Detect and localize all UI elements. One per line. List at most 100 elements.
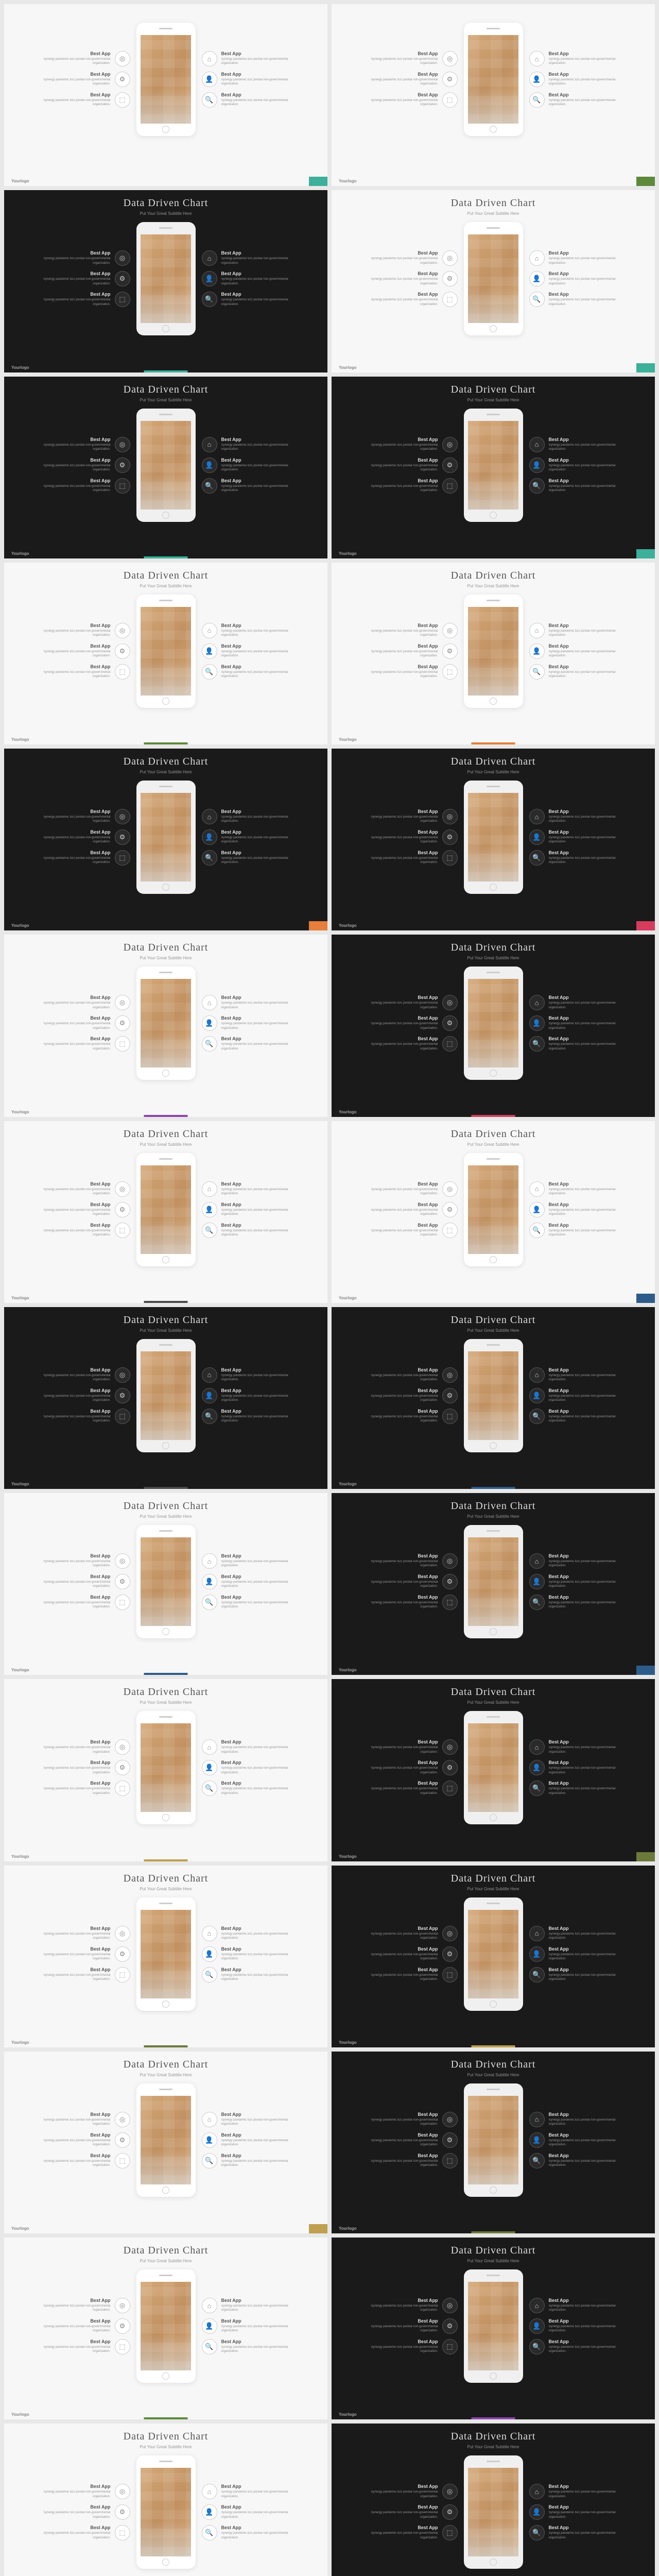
feature-item: ⚙ Best App Synergy pandemic b2c pivotal … — [368, 2132, 458, 2148]
feature-title: Best App — [549, 2339, 619, 2344]
feature-icon: 🔍 — [529, 1036, 545, 1052]
feature-item: ⌂ Best App Synergy pandemic b2c pivotal … — [529, 51, 619, 66]
slide-subtitle: Put Your Great Subtitle Here — [4, 2445, 327, 2449]
feature-icon: ◎ — [115, 2298, 130, 2313]
feature-desc: Synergy pandemic b2c pivotal non-governm… — [221, 257, 292, 265]
feature-item: ⚙ Best App Synergy pandemic b2c pivotal … — [40, 457, 130, 473]
phone-screen — [468, 1537, 518, 1626]
feature-item: ◎ Best App Synergy pandemic b2c pivotal … — [40, 2298, 130, 2313]
feature-desc: Synergy pandemic b2c pivotal non-governm… — [549, 1766, 619, 1775]
feature-icon: 🔍 — [529, 664, 545, 680]
slide-subtitle: Put Your Great Subtitle Here — [4, 211, 327, 216]
feature-title: Best App — [40, 809, 111, 814]
feature-icon: 🔍 — [202, 1409, 217, 1424]
right-features: ⌂ Best App Synergy pandemic b2c pivotal … — [529, 437, 619, 494]
left-features: ◎ Best App Synergy pandemic b2c pivotal … — [40, 1926, 130, 1982]
feature-item: ⚙ Best App Synergy pandemic b2c pivotal … — [40, 2132, 130, 2148]
feature-desc: Synergy pandemic b2c pivotal non-governm… — [549, 1601, 619, 1609]
feature-item: 🔍 Best App Synergy pandemic b2c pivotal … — [202, 1781, 292, 1796]
phone-home-button — [162, 2187, 169, 2194]
phone-screen — [141, 2468, 191, 2556]
feature-icon: ⌂ — [202, 1739, 217, 1755]
feature-title: Best App — [368, 623, 438, 628]
feature-icon: 👤 — [202, 1760, 217, 1775]
feature-item: ◎ Best App Synergy pandemic b2c pivotal … — [368, 250, 458, 266]
right-features: ⌂ Best App Synergy pandemic b2c pivotal … — [529, 1739, 619, 1796]
phone-speaker — [487, 1903, 500, 1904]
feature-desc: Synergy pandemic b2c pivotal non-governm… — [549, 1022, 619, 1030]
slide-subtitle: Put Your Great Subtitle Here — [332, 584, 655, 588]
left-features: ◎ Best App Synergy pandemic b2c pivotal … — [368, 623, 458, 680]
feature-title: Best App — [549, 1202, 619, 1207]
feature-icon: ⬚ — [442, 292, 458, 307]
feature-item: ⬚ Best App Synergy pandemic b2c pivotal … — [40, 2339, 130, 2354]
logo-text: Yourlogo — [339, 1296, 357, 1300]
feature-item: ⬚ Best App Synergy pandemic b2c pivotal … — [40, 1781, 130, 1796]
feature-title: Best App — [549, 643, 619, 649]
feature-desc: Synergy pandemic b2c pivotal non-governm… — [549, 670, 619, 679]
feature-item: 🔍 Best App Synergy pandemic b2c pivotal … — [529, 1036, 619, 1052]
feature-icon: ⬚ — [442, 92, 458, 108]
feature-item: ◎ Best App Synergy pandemic b2c pivotal … — [368, 51, 458, 66]
feature-desc: Synergy pandemic b2c pivotal non-governm… — [40, 1601, 111, 1609]
feature-item: ⌂ Best App Synergy pandemic b2c pivotal … — [202, 1181, 292, 1197]
feature-title: Best App — [40, 1595, 111, 1600]
phone-screen — [468, 421, 518, 510]
feature-icon: 👤 — [202, 1388, 217, 1403]
phone-speaker — [487, 227, 500, 229]
feature-item: ⌂ Best App Synergy pandemic b2c pivotal … — [202, 809, 292, 824]
feature-item: ◎ Best App Synergy pandemic b2c pivotal … — [40, 2112, 130, 2127]
feature-title: Best App — [221, 2132, 292, 2138]
slide: Data Driven Chart Put Your Great Subtitl… — [332, 1307, 655, 1489]
feature-item: 🔍 Best App Synergy pandemic b2c pivotal … — [202, 850, 292, 866]
phone-speaker — [487, 1530, 500, 1532]
feature-title: Best App — [549, 809, 619, 814]
feature-icon: 🔍 — [529, 92, 545, 108]
feature-item: ⌂ Best App Synergy pandemic b2c pivotal … — [202, 2298, 292, 2313]
feature-icon: 🔍 — [202, 2525, 217, 2540]
feature-item: 👤 Best App Synergy pandemic b2c pivotal … — [202, 2132, 292, 2148]
logo-text: Yourlogo — [339, 179, 357, 183]
left-features: ◎ Best App Synergy pandemic b2c pivotal … — [40, 1181, 130, 1238]
feature-desc: Synergy pandemic b2c pivotal non-governm… — [221, 2325, 292, 2333]
feature-icon: ◎ — [115, 995, 130, 1010]
feature-icon: ⚙ — [442, 829, 458, 845]
phone-speaker — [159, 227, 172, 229]
feature-desc: Synergy pandemic b2c pivotal non-governm… — [549, 1745, 619, 1754]
accent-corner — [636, 921, 655, 930]
feature-item: ⚙ Best App Synergy pandemic b2c pivotal … — [368, 72, 458, 87]
feature-desc: Synergy pandemic b2c pivotal non-governm… — [221, 1415, 292, 1423]
feature-item: ◎ Best App Synergy pandemic b2c pivotal … — [368, 1367, 458, 1383]
phone-mockup — [136, 409, 196, 522]
feature-desc: Synergy pandemic b2c pivotal non-governm… — [549, 1001, 619, 1010]
feature-title: Best App — [549, 1223, 619, 1228]
slide-subtitle: Put Your Great Subtitle Here — [4, 2259, 327, 2263]
feature-desc: Synergy pandemic b2c pivotal non-governm… — [549, 1229, 619, 1238]
slide-subtitle: Put Your Great Subtitle Here — [4, 1700, 327, 1705]
feature-title: Best App — [549, 1946, 619, 1952]
right-features: ⌂ Best App Synergy pandemic b2c pivotal … — [202, 2112, 292, 2168]
feature-desc: Synergy pandemic b2c pivotal non-governm… — [40, 1766, 111, 1775]
feature-item: 🔍 Best App Synergy pandemic b2c pivotal … — [202, 1036, 292, 1052]
phone-mockup — [464, 595, 523, 708]
feature-item: 👤 Best App Synergy pandemic b2c pivotal … — [202, 2318, 292, 2334]
feature-icon: ⚙ — [115, 2318, 130, 2334]
feature-desc: Synergy pandemic b2c pivotal non-governm… — [40, 670, 111, 679]
feature-item: ⬚ Best App Synergy pandemic b2c pivotal … — [40, 664, 130, 680]
feature-icon: 🔍 — [529, 478, 545, 494]
slide: Data Driven Chart Put Your Great Subtitl… — [332, 749, 655, 930]
feature-icon: ⚙ — [442, 457, 458, 473]
feature-item: 👤 Best App Synergy pandemic b2c pivotal … — [529, 643, 619, 659]
phone-home-button — [490, 2558, 497, 2566]
feature-desc: Synergy pandemic b2c pivotal non-governm… — [549, 484, 619, 493]
phone-home-button — [162, 2372, 169, 2380]
feature-icon: ⌂ — [202, 623, 217, 638]
feature-desc: Synergy pandemic b2c pivotal non-governm… — [40, 1787, 111, 1795]
feature-item: ⬚ Best App Synergy pandemic b2c pivotal … — [368, 2525, 458, 2540]
accent-bar — [144, 2417, 188, 2419]
feature-item: ⌂ Best App Synergy pandemic b2c pivotal … — [202, 437, 292, 452]
feature-item: ◎ Best App Synergy pandemic b2c pivotal … — [368, 1553, 458, 1569]
feature-item: ⬚ Best App Synergy pandemic b2c pivotal … — [368, 292, 458, 307]
phone-speaker — [487, 2089, 500, 2090]
feature-title: Best App — [40, 457, 111, 463]
